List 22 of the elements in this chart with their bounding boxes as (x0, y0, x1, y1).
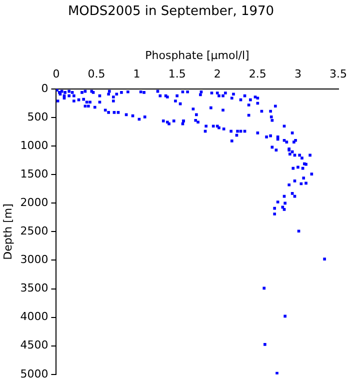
y-tick-label: 3500 (20, 282, 48, 295)
y-axis-title: Depth [m] (1, 204, 14, 260)
x-tick-label: 2 (214, 67, 221, 80)
x-tick-label: 1 (133, 67, 140, 80)
x-tick-label: 0 (52, 67, 60, 80)
x-tick-label: 3.5 (330, 67, 348, 80)
y-tick-label: 1000 (20, 138, 48, 152)
x-axis-title: Phosphate [µmol/l] (145, 49, 250, 62)
y-tick-label: 500 (27, 110, 48, 124)
y-tick-label: 4000 (20, 310, 48, 324)
y-tick-label: 2000 (20, 196, 48, 210)
y-tick-label: 3000 (20, 253, 48, 266)
y-tick-label: 1500 (20, 167, 48, 180)
x-tick-label: 0.5 (88, 67, 106, 80)
y-tick-label: 4500 (20, 338, 48, 352)
y-tick-label: 2500 (20, 224, 48, 238)
y-tick-label: 0 (41, 82, 48, 95)
x-tick-label: 2.5 (248, 67, 266, 80)
chart-title: MODS2005 in September, 1970 (68, 4, 274, 20)
y-tick-label: 5000 (20, 367, 48, 380)
x-tick-label: 3 (294, 67, 302, 80)
x-tick-label: 1.5 (168, 67, 186, 80)
